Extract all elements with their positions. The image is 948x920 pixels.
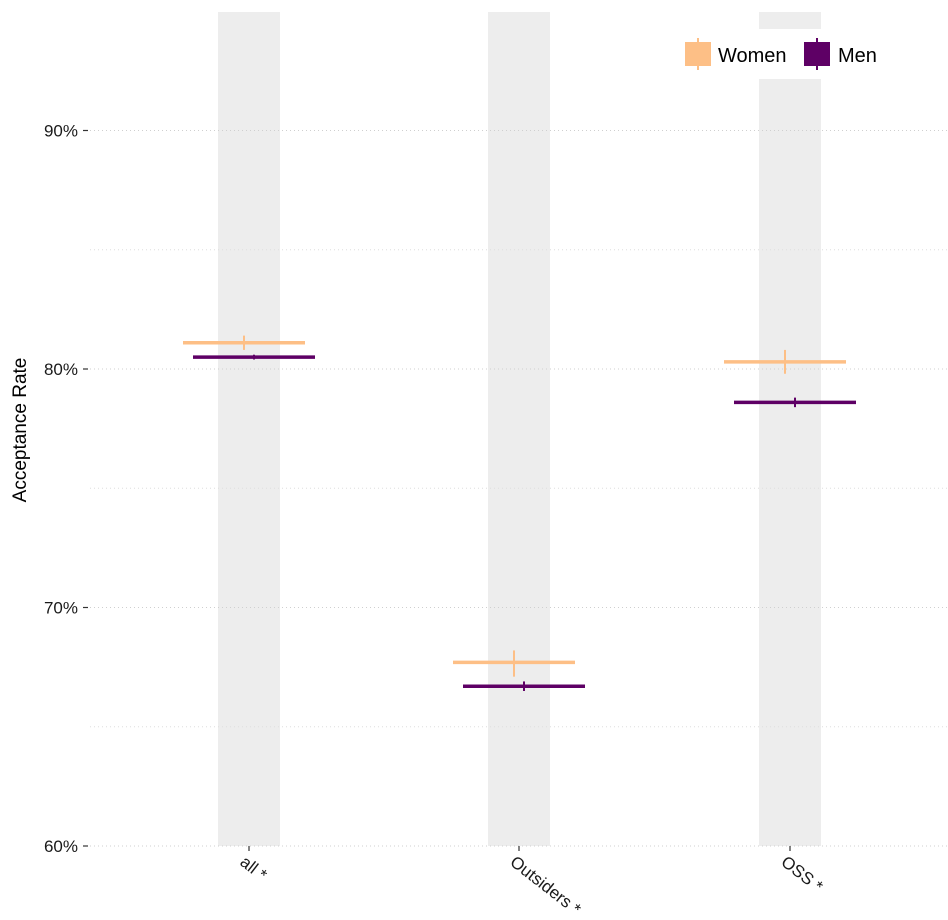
y-tick-label: 90%	[44, 122, 78, 141]
legend: Women Men	[685, 38, 877, 70]
y-axis-title: Acceptance Rate	[10, 358, 31, 503]
y-tick-label: 80%	[44, 360, 78, 379]
category-band	[759, 12, 821, 29]
x-tick-label: Outsiders *	[507, 852, 585, 919]
x-tick-label: OSS *	[778, 852, 827, 896]
y-axis: 60% 70% 80% 90%	[44, 122, 88, 856]
category-bands	[218, 12, 821, 846]
legend-label-women: Women	[718, 45, 787, 67]
y-tick-label: 60%	[44, 837, 78, 856]
category-band	[218, 12, 280, 846]
y-tick-label: 70%	[44, 599, 78, 618]
data-marks	[183, 335, 856, 691]
x-tick-label: all *	[237, 852, 271, 885]
x-axis: all * Outsiders * OSS *	[237, 846, 827, 919]
legend-label-men: Men	[838, 45, 877, 67]
category-band	[488, 12, 550, 846]
category-band	[759, 79, 821, 846]
